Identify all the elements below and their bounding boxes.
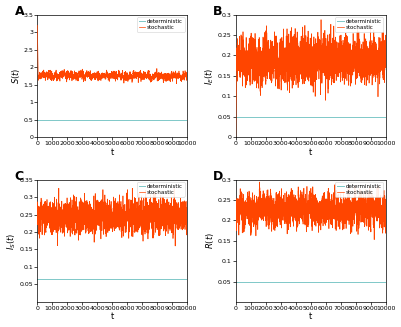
stochastic xyxy=(261,202,265,206)
stochastic xyxy=(173,244,178,248)
stochastic xyxy=(323,76,328,80)
stochastic xyxy=(291,214,296,218)
stochastic xyxy=(331,41,336,44)
stochastic xyxy=(319,18,324,22)
stochastic xyxy=(147,75,152,79)
stochastic xyxy=(132,213,137,216)
Y-axis label: $I_E(t)$: $I_E(t)$ xyxy=(204,67,217,85)
Line: stochastic: stochastic xyxy=(236,20,386,136)
stochastic xyxy=(147,217,152,221)
stochastic xyxy=(233,134,238,138)
Line: stochastic: stochastic xyxy=(236,182,386,240)
X-axis label: t: t xyxy=(111,312,114,321)
stochastic xyxy=(158,71,163,75)
stochastic xyxy=(331,203,336,207)
Y-axis label: $I_S(t)$: $I_S(t)$ xyxy=(6,232,18,250)
stochastic xyxy=(372,238,377,242)
stochastic xyxy=(35,24,40,27)
Text: D: D xyxy=(213,170,223,183)
stochastic xyxy=(185,71,190,75)
Line: stochastic: stochastic xyxy=(37,188,187,246)
stochastic xyxy=(92,227,97,231)
stochastic xyxy=(125,74,130,78)
stochastic xyxy=(345,56,350,60)
Text: B: B xyxy=(213,5,223,18)
stochastic xyxy=(185,221,190,225)
Y-axis label: $S(t)$: $S(t)$ xyxy=(10,68,22,84)
stochastic xyxy=(357,56,362,60)
Legend: deterministic, stochastic: deterministic, stochastic xyxy=(335,182,383,197)
Legend: deterministic, stochastic: deterministic, stochastic xyxy=(137,17,184,32)
Line: stochastic: stochastic xyxy=(37,26,187,84)
stochastic xyxy=(35,214,40,218)
stochastic xyxy=(158,204,163,208)
stochastic xyxy=(291,67,296,71)
stochastic xyxy=(174,82,179,86)
stochastic xyxy=(383,211,388,215)
X-axis label: t: t xyxy=(111,147,114,157)
stochastic xyxy=(323,204,328,208)
Text: C: C xyxy=(15,170,24,183)
stochastic xyxy=(57,186,61,190)
stochastic xyxy=(345,191,350,195)
stochastic xyxy=(233,208,238,212)
X-axis label: t: t xyxy=(309,312,312,321)
stochastic xyxy=(383,62,388,66)
stochastic xyxy=(357,211,362,215)
stochastic xyxy=(125,215,130,219)
stochastic xyxy=(92,74,97,77)
stochastic xyxy=(257,180,262,184)
Y-axis label: $R(t)$: $R(t)$ xyxy=(205,232,217,249)
stochastic xyxy=(62,72,67,76)
stochastic xyxy=(261,51,265,55)
stochastic xyxy=(132,74,137,77)
Legend: deterministic, stochastic: deterministic, stochastic xyxy=(137,182,184,197)
Text: A: A xyxy=(15,5,24,18)
stochastic xyxy=(62,213,67,216)
Legend: deterministic, stochastic: deterministic, stochastic xyxy=(335,17,383,32)
X-axis label: t: t xyxy=(309,147,312,157)
